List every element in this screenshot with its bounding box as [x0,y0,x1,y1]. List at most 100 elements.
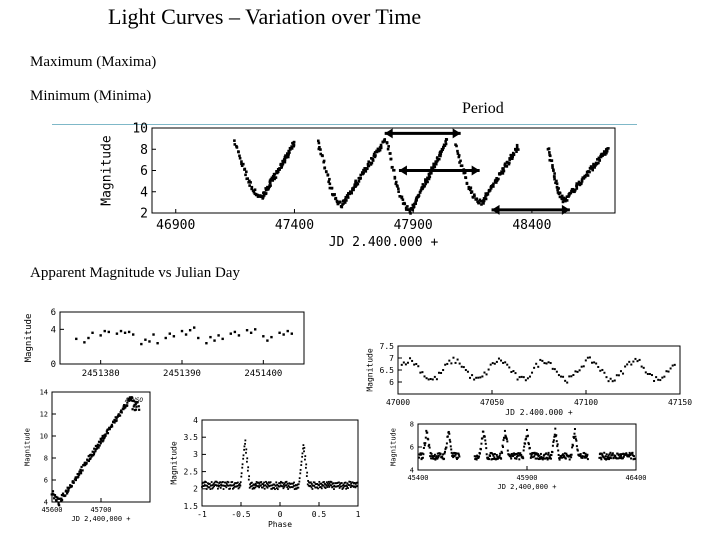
magnitude-point [605,376,608,379]
light-curve-point [343,201,347,204]
x-tick-label: 2451380 [82,369,120,379]
light-curve-point [237,150,240,153]
magnitude-point [98,444,101,447]
magnitude-point [276,488,279,491]
magnitude-point [321,484,324,486]
magnitude-point [431,378,434,381]
magnitude-point [564,379,567,382]
light-curve-point [439,152,443,156]
light-curve-point [406,205,409,208]
light-curve-point [387,145,390,148]
magnitude-point [133,403,136,407]
x-tick-label: 0.5 [312,510,327,519]
magnitude-point [263,481,265,484]
magnitude-point [345,487,348,490]
x-tick-label: 1 [356,510,361,519]
magnitude-point [55,499,58,502]
light-curve-point [319,148,322,151]
light-curve-point [363,167,367,170]
magnitude-point [277,485,280,488]
magnitude-point [563,452,566,455]
magnitude-point [273,483,276,486]
light-curve-point [456,149,459,153]
light-curve-point [292,140,296,144]
magnitude-point [526,434,529,437]
light-curve-point [565,195,569,198]
magnitude-point [485,453,488,456]
light-curve-point [587,170,591,173]
magnitude-point [60,494,64,497]
light-curve-point [317,147,321,151]
y-tick-label: 6 [51,308,56,318]
magnitude-point [425,429,428,432]
light-curve-point [249,181,252,184]
light-curve-point [421,183,425,186]
magnitude-point [555,370,558,373]
magnitude-point [533,366,536,369]
y-axis-label: Magnitude [24,314,34,363]
magnitude-point [251,484,254,487]
magnitude-point [433,375,436,378]
magnitude-point [352,486,355,488]
magnitude-point [101,434,104,438]
x-axis-label: JD 2.400.000 + [329,235,439,250]
light-curve-point [322,160,326,164]
magnitude-point [156,342,159,345]
magnitude-point [572,373,575,376]
light-curve-point [548,154,552,158]
magnitude-point [547,451,550,454]
y-tick-label: 10 [40,432,48,440]
magnitude-point [483,435,486,438]
magnitude-point [671,364,674,367]
magnitude-point [420,453,423,456]
light-curve-point [434,162,438,166]
y-tick-label: 2 [140,207,148,222]
magnitude-point [318,484,320,487]
magnitude-point [353,482,356,484]
magnitude-point [615,457,618,460]
magnitude-point [231,487,234,490]
magnitude-point [628,455,631,458]
magnitude-point [344,481,347,484]
y-axis-label: Magnitude [99,135,114,206]
magnitude-point [205,488,208,490]
magnitude-point [221,484,224,487]
magnitude-point [482,430,485,433]
magnitude-point [522,376,525,379]
magnitude-point [492,457,495,460]
magnitude-point [523,445,526,448]
magnitude-point [314,483,317,485]
magnitude-point [547,361,550,364]
magnitude-point [285,480,288,483]
magnitude-point [282,487,285,490]
accent-divider [52,124,637,125]
magnitude-point [122,405,125,408]
light-curve-point [362,171,365,175]
magnitude-point [250,482,252,485]
magnitude-point [246,457,249,460]
x-tick-label: 47100 [574,398,598,407]
magnitude-point [203,481,206,484]
light-curve-point [456,152,460,155]
magnitude-point [564,457,567,460]
magnitude-point [126,401,129,404]
magnitude-point [91,450,94,453]
light-curve-point [413,202,416,206]
magnitude-point [554,427,557,430]
magnitude-point [131,396,134,399]
magnitude-point [433,453,436,456]
magnitude-point [565,452,568,455]
magnitude-point [248,475,251,478]
light-curve-point [441,148,444,152]
magnitude-point [227,481,230,484]
light-curve-point [401,198,405,201]
magnitude-point [204,480,207,483]
light-curve-point [595,162,599,166]
magnitude-point [586,356,589,359]
magnitude-point [134,402,137,406]
light-curve-point [353,183,356,187]
magnitude-point [228,488,231,490]
light-curve-point [565,199,569,202]
magnitude-point [243,445,246,448]
light-curve-point [328,186,332,190]
